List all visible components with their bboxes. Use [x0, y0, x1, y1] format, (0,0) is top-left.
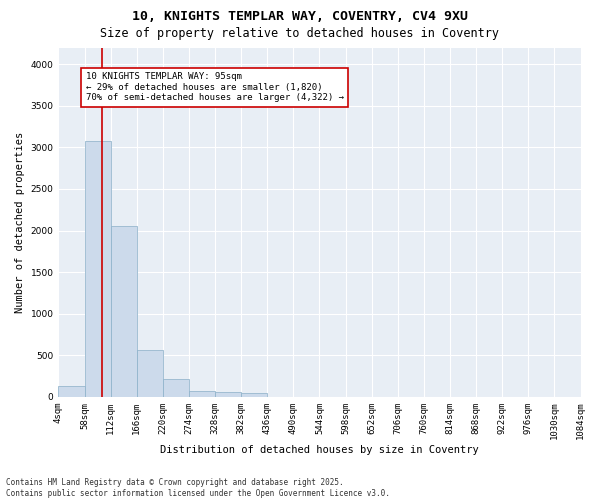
Bar	[85, 140, 110, 397]
Bar	[189, 390, 215, 397]
Bar	[110, 226, 137, 397]
Bar	[163, 380, 189, 397]
Text: Contains HM Land Registry data © Crown copyright and database right 2025.
Contai: Contains HM Land Registry data © Crown c…	[6, 478, 390, 498]
Text: Size of property relative to detached houses in Coventry: Size of property relative to detached ho…	[101, 28, 499, 40]
Bar	[137, 350, 163, 397]
X-axis label: Distribution of detached houses by size in Coventry: Distribution of detached houses by size …	[160, 445, 479, 455]
Text: 10, KNIGHTS TEMPLAR WAY, COVENTRY, CV4 9XU: 10, KNIGHTS TEMPLAR WAY, COVENTRY, CV4 9…	[132, 10, 468, 23]
Y-axis label: Number of detached properties: Number of detached properties	[15, 132, 25, 313]
Bar	[241, 393, 267, 397]
Bar	[215, 392, 241, 397]
Text: 10 KNIGHTS TEMPLAR WAY: 95sqm
← 29% of detached houses are smaller (1,820)
70% o: 10 KNIGHTS TEMPLAR WAY: 95sqm ← 29% of d…	[86, 72, 344, 102]
Bar	[58, 386, 85, 397]
